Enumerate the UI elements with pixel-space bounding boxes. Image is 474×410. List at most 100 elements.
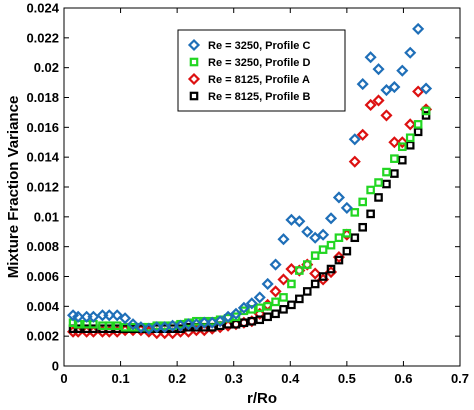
y-tick-label: 0.006 xyxy=(26,269,59,284)
data-point xyxy=(295,266,304,275)
data-point xyxy=(214,315,227,328)
data-point xyxy=(412,85,425,98)
x-tick-label: 0.5 xyxy=(338,371,356,386)
data-point xyxy=(372,94,385,107)
legend-entry-label: Re = 3250, Profile D xyxy=(208,57,310,69)
data-point xyxy=(374,193,383,202)
data-point xyxy=(198,316,211,329)
y-tick-label: 0.016 xyxy=(26,120,59,135)
data-point xyxy=(192,316,201,326)
data-point xyxy=(255,315,265,325)
data-point xyxy=(279,293,288,302)
legend-marker xyxy=(189,91,199,101)
y-tick-label: 0.024 xyxy=(26,1,59,16)
data-point xyxy=(390,169,399,178)
data-point xyxy=(326,240,336,250)
data-point xyxy=(350,233,360,243)
data-point xyxy=(310,279,320,289)
data-point xyxy=(261,277,274,291)
data-point xyxy=(350,208,360,217)
data-point xyxy=(372,63,385,76)
data-point xyxy=(397,142,407,152)
data-point xyxy=(310,251,320,260)
x-tick-label: 0.4 xyxy=(281,371,300,386)
data-point xyxy=(364,98,377,112)
data-point xyxy=(366,185,375,195)
data-point xyxy=(277,233,290,246)
data-point xyxy=(302,287,312,296)
data-point xyxy=(301,225,314,238)
data-point xyxy=(103,309,116,322)
data-point xyxy=(348,155,361,168)
data-point xyxy=(119,312,132,325)
legend-marker xyxy=(187,72,201,86)
data-point xyxy=(334,255,344,265)
data-point xyxy=(287,279,296,289)
data-point xyxy=(397,155,407,165)
data-point xyxy=(388,81,401,94)
data-point xyxy=(380,83,393,97)
data-point xyxy=(364,51,377,64)
x-tick-label: 0 xyxy=(60,371,67,386)
data-point xyxy=(239,318,249,328)
data-point xyxy=(388,136,401,149)
data-point xyxy=(287,300,296,310)
x-tick-label: 0.3 xyxy=(225,371,243,386)
data-point xyxy=(324,212,338,225)
data-point xyxy=(253,291,266,304)
data-point xyxy=(382,167,391,177)
data-point xyxy=(285,262,298,276)
data-point xyxy=(279,305,288,314)
y-tick-label: 0.012 xyxy=(26,180,59,195)
data-point xyxy=(253,307,266,320)
data-point xyxy=(176,324,185,334)
data-point xyxy=(358,197,367,207)
data-point xyxy=(356,78,369,91)
y-tick-label: 0.014 xyxy=(26,150,59,165)
data-point xyxy=(396,64,409,77)
data-point xyxy=(318,245,328,254)
data-point xyxy=(380,109,393,122)
data-point xyxy=(111,309,124,322)
data-point xyxy=(277,273,290,286)
legend-entry-label: Re = 8125, Profile B xyxy=(208,91,310,103)
x-tick-label: 0.7 xyxy=(451,371,469,386)
data-point xyxy=(374,178,383,187)
data-point xyxy=(421,106,431,116)
data-point xyxy=(184,322,193,332)
data-point xyxy=(342,228,352,238)
data-point xyxy=(334,233,344,243)
x-tick-label: 0.2 xyxy=(168,371,186,386)
legend-marker xyxy=(187,38,201,52)
data-point xyxy=(302,260,312,269)
legend-entry-label: Re = 3250, Profile C xyxy=(208,40,310,52)
data-point xyxy=(245,297,258,310)
data-point xyxy=(358,222,367,232)
data-point xyxy=(340,201,353,214)
data-point xyxy=(405,133,415,143)
data-point xyxy=(104,321,114,331)
data-point xyxy=(366,209,375,219)
data-point xyxy=(382,179,391,189)
data-point xyxy=(269,285,282,298)
data-point xyxy=(317,228,330,241)
data-point xyxy=(89,324,98,334)
data-points xyxy=(66,22,433,340)
data-point xyxy=(126,318,140,331)
data-point xyxy=(134,321,147,334)
y-tick-label: 0.008 xyxy=(26,239,59,254)
legend: Re = 3250, Profile C Re = 3250, Profile D… xyxy=(177,29,346,112)
data-point xyxy=(295,294,304,304)
data-point xyxy=(112,321,122,331)
x-tick-label: 0.1 xyxy=(112,371,130,386)
y-tick-label: 0.01 xyxy=(34,209,59,224)
legend-entry-label: Re = 8125, Profile A xyxy=(208,74,310,86)
data-point xyxy=(332,251,345,264)
data-point xyxy=(420,82,433,95)
y-axis-label: Mixture Fraction Variance xyxy=(5,96,22,279)
data-point xyxy=(390,154,399,163)
legend-box xyxy=(177,29,346,112)
y-tick-label: 0.004 xyxy=(26,299,59,314)
data-point xyxy=(421,111,431,120)
